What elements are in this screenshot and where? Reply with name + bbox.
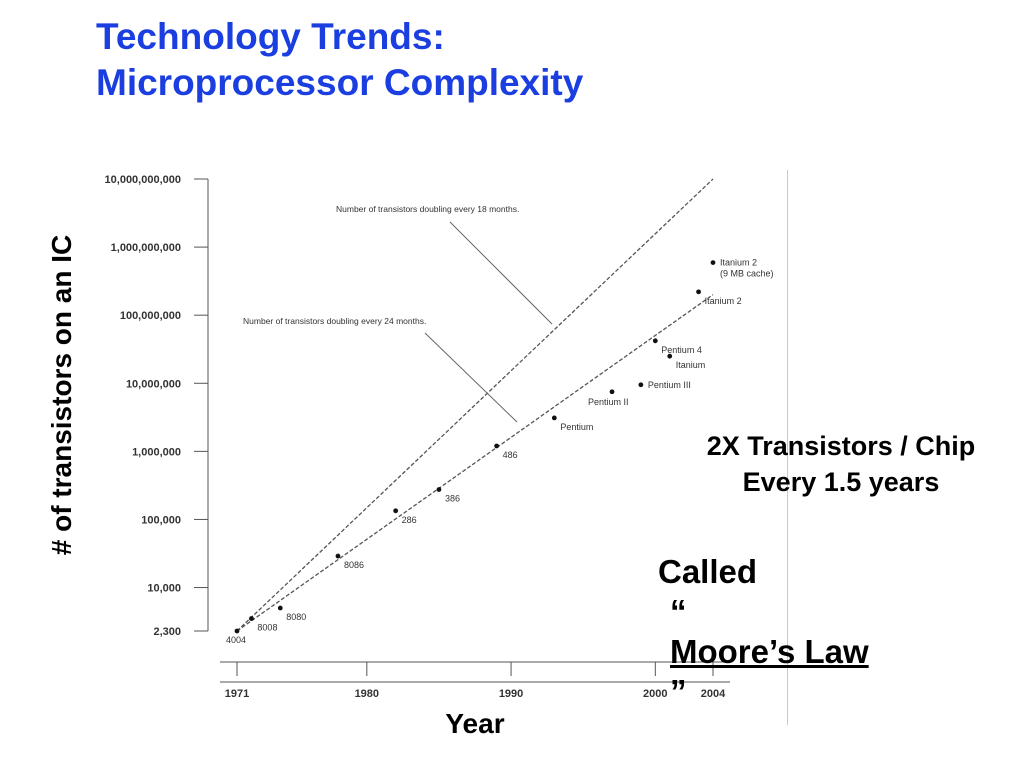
chip-label-8008: 8008 xyxy=(257,623,277,633)
chip-point-8080 xyxy=(277,605,283,611)
chip-label-line: Itanium xyxy=(676,360,706,370)
x-tick-label: 2000 xyxy=(643,688,667,700)
trend-lines: Number of transistors doubling every 18 … xyxy=(236,178,714,632)
chip-label-line: 386 xyxy=(445,494,460,504)
chip-label-line: (9 MB cache) xyxy=(720,269,774,279)
chip-label-line: Pentium III xyxy=(648,380,691,390)
chip-point-4004 xyxy=(234,628,240,634)
chip-point-8086 xyxy=(335,553,341,559)
chip-label-8080: 8080 xyxy=(286,612,306,622)
chip-label-line: 8086 xyxy=(344,560,364,570)
chip-label-pentium-iii: Pentium III xyxy=(648,380,691,390)
chip-label-line: Pentium II xyxy=(588,397,629,407)
x-axis: 1971 1980 1990 2000 2004 xyxy=(220,661,730,700)
x-tick-label: 1980 xyxy=(355,688,379,700)
trend-annotation-pointer xyxy=(424,332,518,423)
law-name: Moore’s Law xyxy=(670,633,869,670)
y-tick-label: 100,000,000 xyxy=(120,310,181,322)
moores-law-callout: Called “Moore’s Law” xyxy=(658,552,869,712)
y-tick-label: 1,000,000,000 xyxy=(111,242,181,254)
y-tick-label: 10,000,000,000 xyxy=(105,174,181,186)
chip-point-286 xyxy=(393,508,399,514)
chip-label-line: 486 xyxy=(503,450,518,460)
chip-label-386: 386 xyxy=(445,494,460,504)
trend-line-18-months xyxy=(236,178,714,632)
chip-point-386 xyxy=(436,487,442,492)
chip-label-8086: 8086 xyxy=(344,560,364,570)
chip-point-itanium-2 xyxy=(696,289,701,295)
title-line-2: Microprocessor Complexity xyxy=(96,62,584,103)
chip-label-4004: 4004 xyxy=(226,635,246,645)
law-line: “Moore’s Law” xyxy=(658,592,869,712)
chip-label-line: Itanium 2 xyxy=(720,258,757,268)
chip-label-pentium: Pentium xyxy=(560,422,593,432)
chip-label-itanium: Itanium xyxy=(676,360,706,370)
chip-point-486 xyxy=(494,443,500,449)
y-tick-label: 10,000 xyxy=(147,583,181,595)
y-axis: 2,300 10,000 100,000 1,000,000 10,000,000 100… xyxy=(105,174,209,638)
vertical-divider xyxy=(787,170,788,725)
x-tick-label: 1990 xyxy=(499,688,523,700)
y-tick-label: 2,300 xyxy=(153,626,181,638)
y-tick-label: 1,000,000 xyxy=(132,446,181,458)
chip-label-line: Pentium xyxy=(560,422,593,432)
chip-label-line: 286 xyxy=(402,515,417,525)
trend-annotation-label: Number of transistors doubling every 18 … xyxy=(336,204,519,214)
trend-line-24-months xyxy=(236,294,714,632)
law-open-quote: “ xyxy=(670,593,687,630)
trend-annotation-pointer xyxy=(449,221,553,325)
data-points: 4004 8008 8080 8086 286 386 486 Pentium Pentium … xyxy=(226,258,774,645)
chip-point-pentium-iii xyxy=(638,382,644,388)
chip-label-itanium-2: Itanium 2 xyxy=(705,296,742,306)
law-close-quote: ” xyxy=(670,673,687,710)
y-tick-label: 100,000 xyxy=(141,514,181,526)
x-axis-title: Year xyxy=(445,708,505,739)
chip-point-pentium-4 xyxy=(652,338,658,344)
chip-label-pentium-4: Pentium 4 xyxy=(661,345,702,355)
called-text: Called xyxy=(658,553,758,590)
chip-label-486: 486 xyxy=(503,450,518,460)
y-tick-label: 10,000,000 xyxy=(126,378,181,390)
chip-label-line: Pentium 4 xyxy=(661,345,702,355)
summary-line-2: Every 1.5 years xyxy=(742,467,940,497)
trend-annotation-label: Number of transistors doubling every 24 … xyxy=(243,316,426,326)
title-line-1: Technology Trends: xyxy=(96,16,445,57)
x-tick-label: 1971 xyxy=(225,688,249,700)
chip-point-8008 xyxy=(249,616,254,621)
chip-label-line: Itanium 2 xyxy=(705,296,742,306)
chip-label-itanium-2-9-mb-cache: Itanium 2 (9 MB cache) xyxy=(720,258,774,279)
chip-label-line: 4004 xyxy=(226,635,246,645)
chip-point-itanium xyxy=(667,353,673,359)
chip-label-286: 286 xyxy=(402,515,417,525)
summary-line-1: 2X Transistors / Chip xyxy=(706,431,976,461)
chip-point-itanium-2-9-mb-cache xyxy=(710,260,716,265)
chip-label-pentium-ii: Pentium II xyxy=(588,397,629,407)
chip-point-pentium-ii xyxy=(609,389,615,395)
chip-point-pentium xyxy=(551,415,557,421)
chip-label-line: 8080 xyxy=(286,612,306,622)
x-tick-label: 2004 xyxy=(701,688,726,700)
moores-law-summary: 2X Transistors / Chip Every 1.5 years xyxy=(660,428,1022,500)
slide-title: Technology Trends: Microprocessor Comple… xyxy=(96,14,583,106)
chip-label-line: 8008 xyxy=(257,623,277,633)
